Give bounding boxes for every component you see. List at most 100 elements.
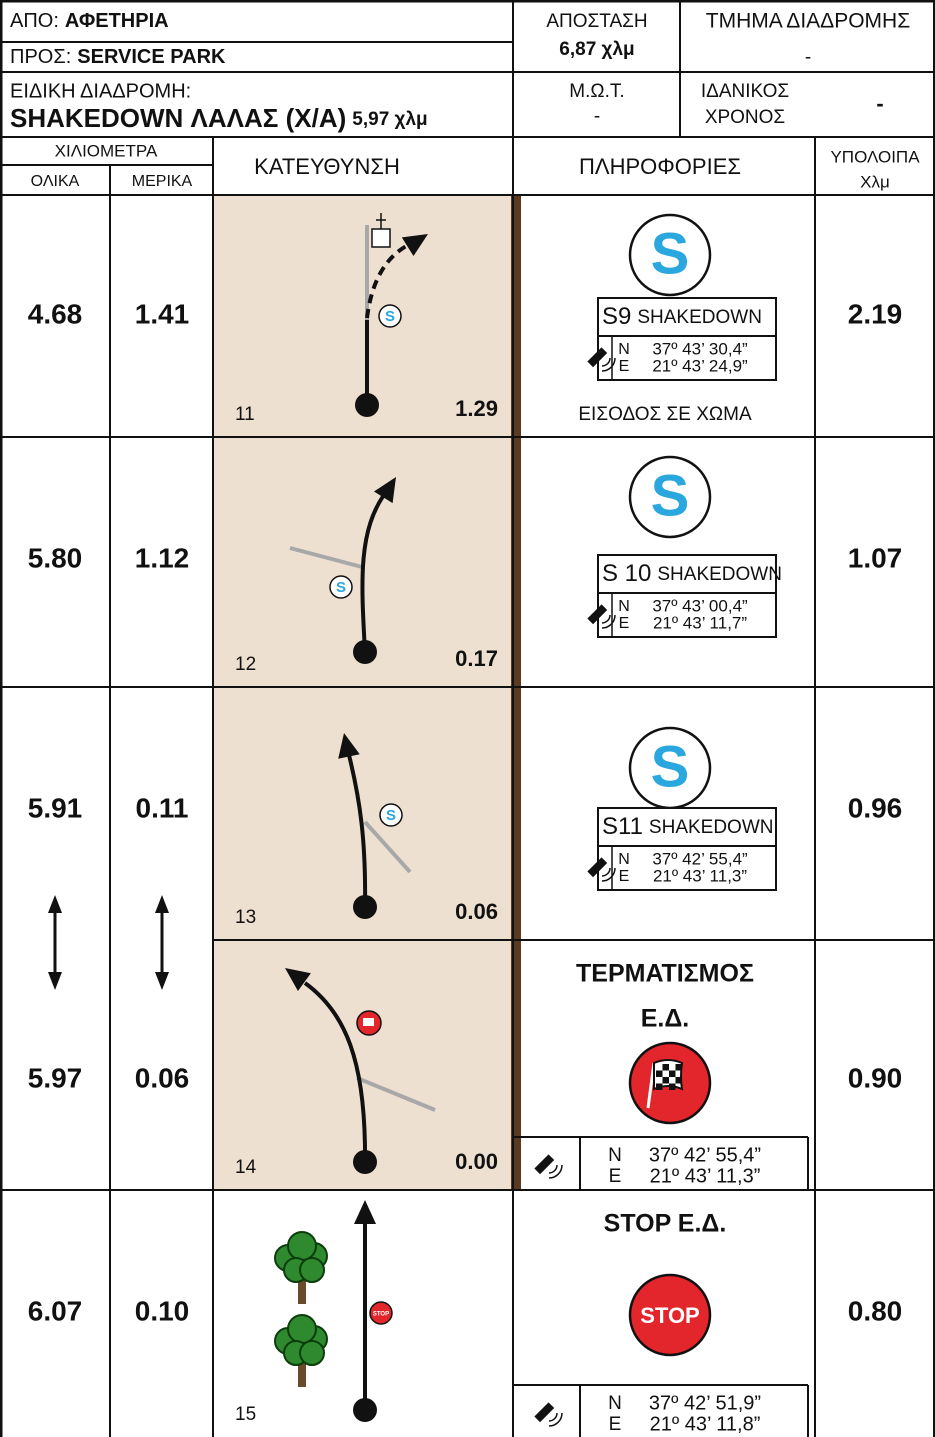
lon: 21º 43’ 11,3”	[653, 866, 747, 885]
ideal-label: ΧΡΟΝΟΣ	[705, 107, 785, 128]
start-dot	[353, 1150, 377, 1174]
lon-dir: E	[619, 615, 630, 632]
finish-icon-flag	[363, 1018, 374, 1026]
flag-check	[656, 1084, 663, 1091]
stage-code-part: SHAKEDOWN	[637, 307, 762, 328]
start-dot	[355, 393, 379, 417]
special-name-part: 5,97 χλμ	[352, 109, 427, 130]
column-header: ΧΙΛΙΟΜΕΤΡΑ	[55, 141, 158, 160]
junction-marker	[372, 229, 390, 247]
satellite-icon	[549, 1413, 562, 1426]
partial-km: 1.12	[135, 542, 190, 573]
section: -	[805, 47, 811, 68]
stage-code-part: S 10	[602, 560, 651, 587]
mot: -	[594, 106, 600, 127]
flag-check	[676, 1077, 683, 1084]
special-name: SHAKEDOWN ΛΑΛΑΣ (Χ/Α) 5,97 χλμ	[10, 103, 428, 133]
lat-dir: N	[618, 598, 630, 615]
total-km: 5.91	[28, 792, 83, 823]
total-km: 4.68	[28, 298, 83, 329]
stop-sign-text: STOP	[640, 1303, 700, 1328]
info-note: ΕΙΣΟΔΟΣ ΣΕ ΧΩΜΑ	[578, 404, 752, 425]
lon-dir: E	[619, 868, 630, 885]
stage-code-part: SHAKEDOWN	[649, 817, 774, 838]
instruction-number: 14	[235, 1157, 257, 1178]
section-label: ΤΜΗΜΑ ΔΙΑΔΡΟΜΗΣ	[706, 10, 910, 33]
stop-icon-text: STOP	[373, 1312, 389, 1318]
remaining-km: 2.19	[848, 298, 903, 329]
flag-check	[663, 1077, 670, 1084]
instruction-number: 15	[235, 1404, 256, 1425]
flag-check	[656, 1071, 663, 1078]
lon-dir: E	[609, 1414, 622, 1435]
arrow-head	[48, 895, 62, 913]
tree-crown	[300, 1341, 324, 1365]
lon: 21º 43’ 11,8”	[650, 1413, 761, 1435]
lat-dir: N	[608, 1145, 622, 1166]
satellite-icon	[534, 1402, 554, 1422]
remaining-km: 1.07	[848, 542, 903, 573]
lat-dir: N	[618, 341, 630, 358]
partial-km: 0.06	[135, 1062, 190, 1093]
arrow-head	[155, 895, 169, 913]
ideal: -	[876, 91, 883, 116]
lon-dir: E	[609, 1166, 622, 1187]
stage-letter: S	[651, 734, 690, 799]
start-dot	[353, 640, 377, 664]
tree-crown	[300, 1258, 324, 1282]
arrow-head	[354, 1200, 376, 1224]
lon: 21º 43’ 24,9”	[652, 356, 748, 375]
from-part: ΑΠΟ:	[10, 10, 59, 32]
arrow-head	[48, 972, 62, 990]
info-title: Ε.Δ.	[641, 1005, 690, 1033]
lon-dir: E	[619, 358, 630, 375]
start-dot	[353, 1398, 377, 1422]
remaining-km: 0.90	[848, 1062, 903, 1093]
column-header: ΟΛΙΚΑ	[31, 173, 80, 190]
partial-km: 0.10	[135, 1295, 190, 1326]
stage-icon-text: S	[386, 807, 396, 824]
stage-code-part: S11	[602, 813, 643, 840]
instruction-distance: 0.06	[455, 899, 498, 924]
instruction-number: 12	[235, 654, 256, 675]
partial-km: 1.41	[135, 298, 190, 329]
stage-letter: S	[651, 221, 690, 286]
instruction-distance: 0.17	[455, 646, 498, 671]
mot-label: Μ.Ω.Τ.	[569, 81, 624, 102]
column-header: ΚΑΤΕΥΘΥΝΣΗ	[254, 154, 400, 179]
from-part: ΑΦΕΤΗΡΙΑ	[65, 10, 169, 32]
satellite-icon	[534, 1154, 554, 1174]
start-dot	[353, 895, 377, 919]
special-name-part: SHAKEDOWN ΛΑΛΑΣ (Χ/Α)	[10, 103, 346, 133]
instruction-number: 11	[235, 404, 255, 425]
stage-code-part: SHAKEDOWN	[657, 564, 782, 585]
from: ΑΠΟ: ΑΦΕΤΗΡΙΑ	[10, 10, 169, 32]
lon: 21º 43’ 11,7”	[653, 613, 747, 632]
to-part: ΠΡΟΣ:	[10, 46, 71, 68]
distance: 6,87 χλμ	[559, 39, 634, 60]
stage-icon-text: S	[336, 579, 346, 596]
flag-check	[663, 1064, 670, 1071]
lat-dir: N	[608, 1393, 622, 1414]
lat: 37º 42’ 55,4”	[649, 1144, 761, 1166]
remaining-km: 0.80	[848, 1295, 903, 1326]
tree-crown	[288, 1232, 316, 1260]
instruction-distance: 0.00	[455, 1149, 498, 1174]
tree-crown	[288, 1315, 316, 1343]
total-km: 5.80	[28, 542, 83, 573]
flag-check	[669, 1071, 676, 1078]
partial-km: 0.11	[136, 792, 189, 823]
instruction-distance: 1.29	[455, 396, 498, 421]
total-km: 5.97	[28, 1062, 83, 1093]
stage-code: S11 SHAKEDOWN	[602, 813, 774, 840]
remaining-km: 0.96	[848, 792, 903, 823]
column-header: ΜΕΡΙΚΑ	[132, 173, 193, 190]
info-title: STOP Ε.Δ.	[604, 1210, 727, 1238]
stage-code: S9 SHAKEDOWN	[602, 303, 762, 330]
satellite-icon	[549, 1165, 562, 1178]
flag-check	[676, 1064, 683, 1071]
stage-code-part: S9	[602, 303, 631, 330]
lon: 21º 43’ 11,3”	[650, 1165, 761, 1187]
stage-icon-text: S	[385, 308, 395, 325]
lat-dir: N	[618, 851, 630, 868]
